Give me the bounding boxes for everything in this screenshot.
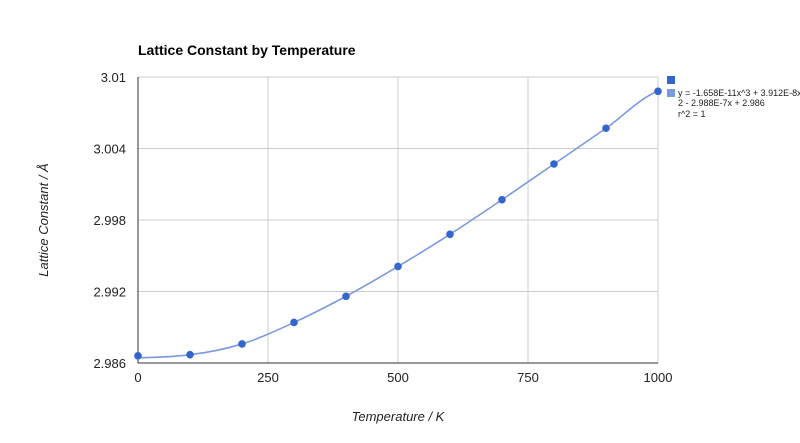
data-point — [654, 87, 662, 96]
y-tick-label: 2.986 — [93, 356, 126, 371]
data-point — [290, 318, 298, 327]
legend-trendline-line-1: y = -1.658E-11x^3 + 3.912E-8x^ — [678, 88, 800, 98]
grid — [137, 76, 659, 364]
data-point — [238, 340, 246, 348]
legend: y = -1.658E-11x^3 + 3.912E-8x^ 2 - 2.988… — [667, 76, 800, 119]
y-tick-label: 2.992 — [93, 285, 126, 300]
y-tick-label: 2.998 — [93, 213, 126, 228]
x-tick-label: 1000 — [644, 370, 673, 385]
x-tick-label: 750 — [517, 370, 539, 385]
y-axis-title: Lattice Constant / Å — [36, 163, 51, 276]
y-tick-label: 3.01 — [101, 70, 126, 85]
data-point — [394, 262, 402, 271]
data-point — [498, 195, 506, 204]
x-tick-label: 250 — [257, 370, 279, 385]
y-tick-label: 3.004 — [93, 142, 126, 157]
data-point — [550, 160, 558, 168]
data-point — [134, 352, 142, 360]
x-tick-labels: 0 250 500 750 1000 — [134, 370, 672, 385]
legend-series-swatch — [667, 76, 675, 84]
legend-trendline-line-3: r^2 = 1 — [678, 109, 706, 119]
data-points — [134, 87, 662, 360]
x-axis-title: Temperature / K — [352, 409, 446, 424]
data-point — [602, 124, 610, 133]
data-point — [446, 230, 454, 239]
x-tick-label: 500 — [387, 370, 409, 385]
legend-trendline-swatch — [667, 89, 675, 97]
legend-trendline-line-2: 2 - 2.988E-7x + 2.986 — [678, 98, 765, 108]
data-point — [186, 350, 194, 359]
chart-title: Lattice Constant by Temperature — [138, 42, 356, 58]
x-tick-label: 0 — [134, 370, 141, 385]
y-tick-labels: 2.986 2.992 2.998 3.004 3.01 — [93, 70, 126, 371]
data-point — [342, 292, 350, 301]
